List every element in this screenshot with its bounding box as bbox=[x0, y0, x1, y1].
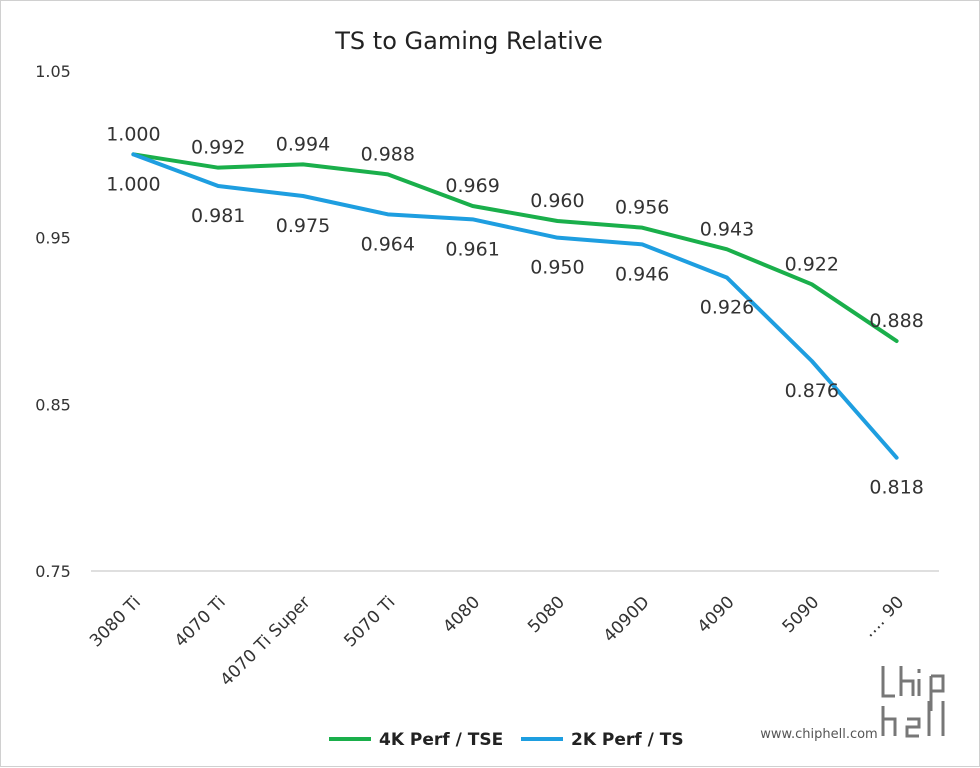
data-label: 0.943 bbox=[700, 218, 754, 240]
data-label: 0.981 bbox=[191, 205, 245, 227]
x-tick-label: 4090 bbox=[694, 592, 739, 637]
data-label: 0.988 bbox=[361, 143, 415, 165]
x-tick-label: 5090 bbox=[779, 592, 824, 637]
chart-title: TS to Gaming Relative bbox=[334, 27, 602, 55]
data-labels: 1.000 0.992 0.994 0.988 0.969 0.960 0.956 0.943… bbox=[106, 123, 924, 498]
data-label: 0.956 bbox=[615, 197, 669, 219]
data-label: 0.975 bbox=[276, 215, 330, 237]
data-label: 0.926 bbox=[700, 297, 754, 319]
y-tick-label: 1.05 bbox=[35, 62, 71, 81]
data-label: 1.000 bbox=[106, 173, 160, 195]
data-label: 0.922 bbox=[785, 253, 839, 275]
x-tick-label: …. 90 bbox=[859, 592, 908, 641]
x-tick-label: 5080 bbox=[524, 592, 569, 637]
chiphell-logo bbox=[881, 666, 945, 738]
data-label: 0.961 bbox=[445, 238, 499, 260]
data-label: 1.000 bbox=[106, 123, 160, 145]
y-tick-label: 0.95 bbox=[35, 229, 71, 248]
data-label: 0.992 bbox=[191, 137, 245, 159]
series-lines bbox=[131, 152, 899, 460]
legend-label: 2K Perf / TS bbox=[571, 730, 684, 750]
data-label: 0.876 bbox=[785, 380, 839, 402]
y-tick-label: 0.75 bbox=[35, 562, 71, 581]
x-tick-label: 4080 bbox=[439, 592, 484, 637]
data-label: 0.818 bbox=[869, 477, 923, 499]
legend: 4K Perf / TSE 2K Perf / TS bbox=[329, 730, 684, 750]
x-tick-label: 4070 Ti bbox=[171, 592, 230, 651]
chiphell-watermark: www.chiphell.com bbox=[760, 666, 945, 742]
x-tick-label: 4070 Ti Super bbox=[217, 592, 315, 690]
data-label: 0.888 bbox=[869, 310, 923, 332]
data-label: 0.994 bbox=[276, 133, 330, 155]
data-label: 0.960 bbox=[530, 190, 584, 212]
x-tick-label: 4090D bbox=[600, 592, 654, 646]
x-tick-label: 3080 Ti bbox=[86, 592, 145, 651]
data-label: 0.969 bbox=[445, 175, 499, 197]
y-axis: 1.05 0.95 0.85 0.75 bbox=[35, 62, 71, 581]
data-label: 0.946 bbox=[615, 263, 669, 285]
watermark-url: www.chiphell.com bbox=[760, 727, 877, 742]
legend-label: 4K Perf / TSE bbox=[379, 730, 503, 750]
series-line-1 bbox=[131, 152, 899, 460]
series-line-0 bbox=[131, 152, 899, 343]
y-tick-label: 0.85 bbox=[35, 395, 71, 414]
data-label: 0.964 bbox=[361, 233, 415, 255]
x-tick-label: 5070 Ti bbox=[340, 592, 399, 651]
data-label: 0.950 bbox=[530, 257, 584, 279]
